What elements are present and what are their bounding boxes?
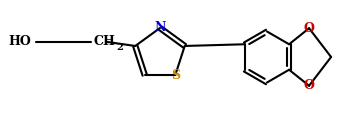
Text: HO: HO (8, 35, 31, 48)
Text: O: O (303, 22, 314, 35)
Text: 2: 2 (117, 43, 123, 52)
Text: N: N (154, 22, 166, 35)
Text: S: S (171, 69, 180, 82)
Text: O: O (303, 79, 314, 92)
Text: CH: CH (93, 35, 115, 48)
